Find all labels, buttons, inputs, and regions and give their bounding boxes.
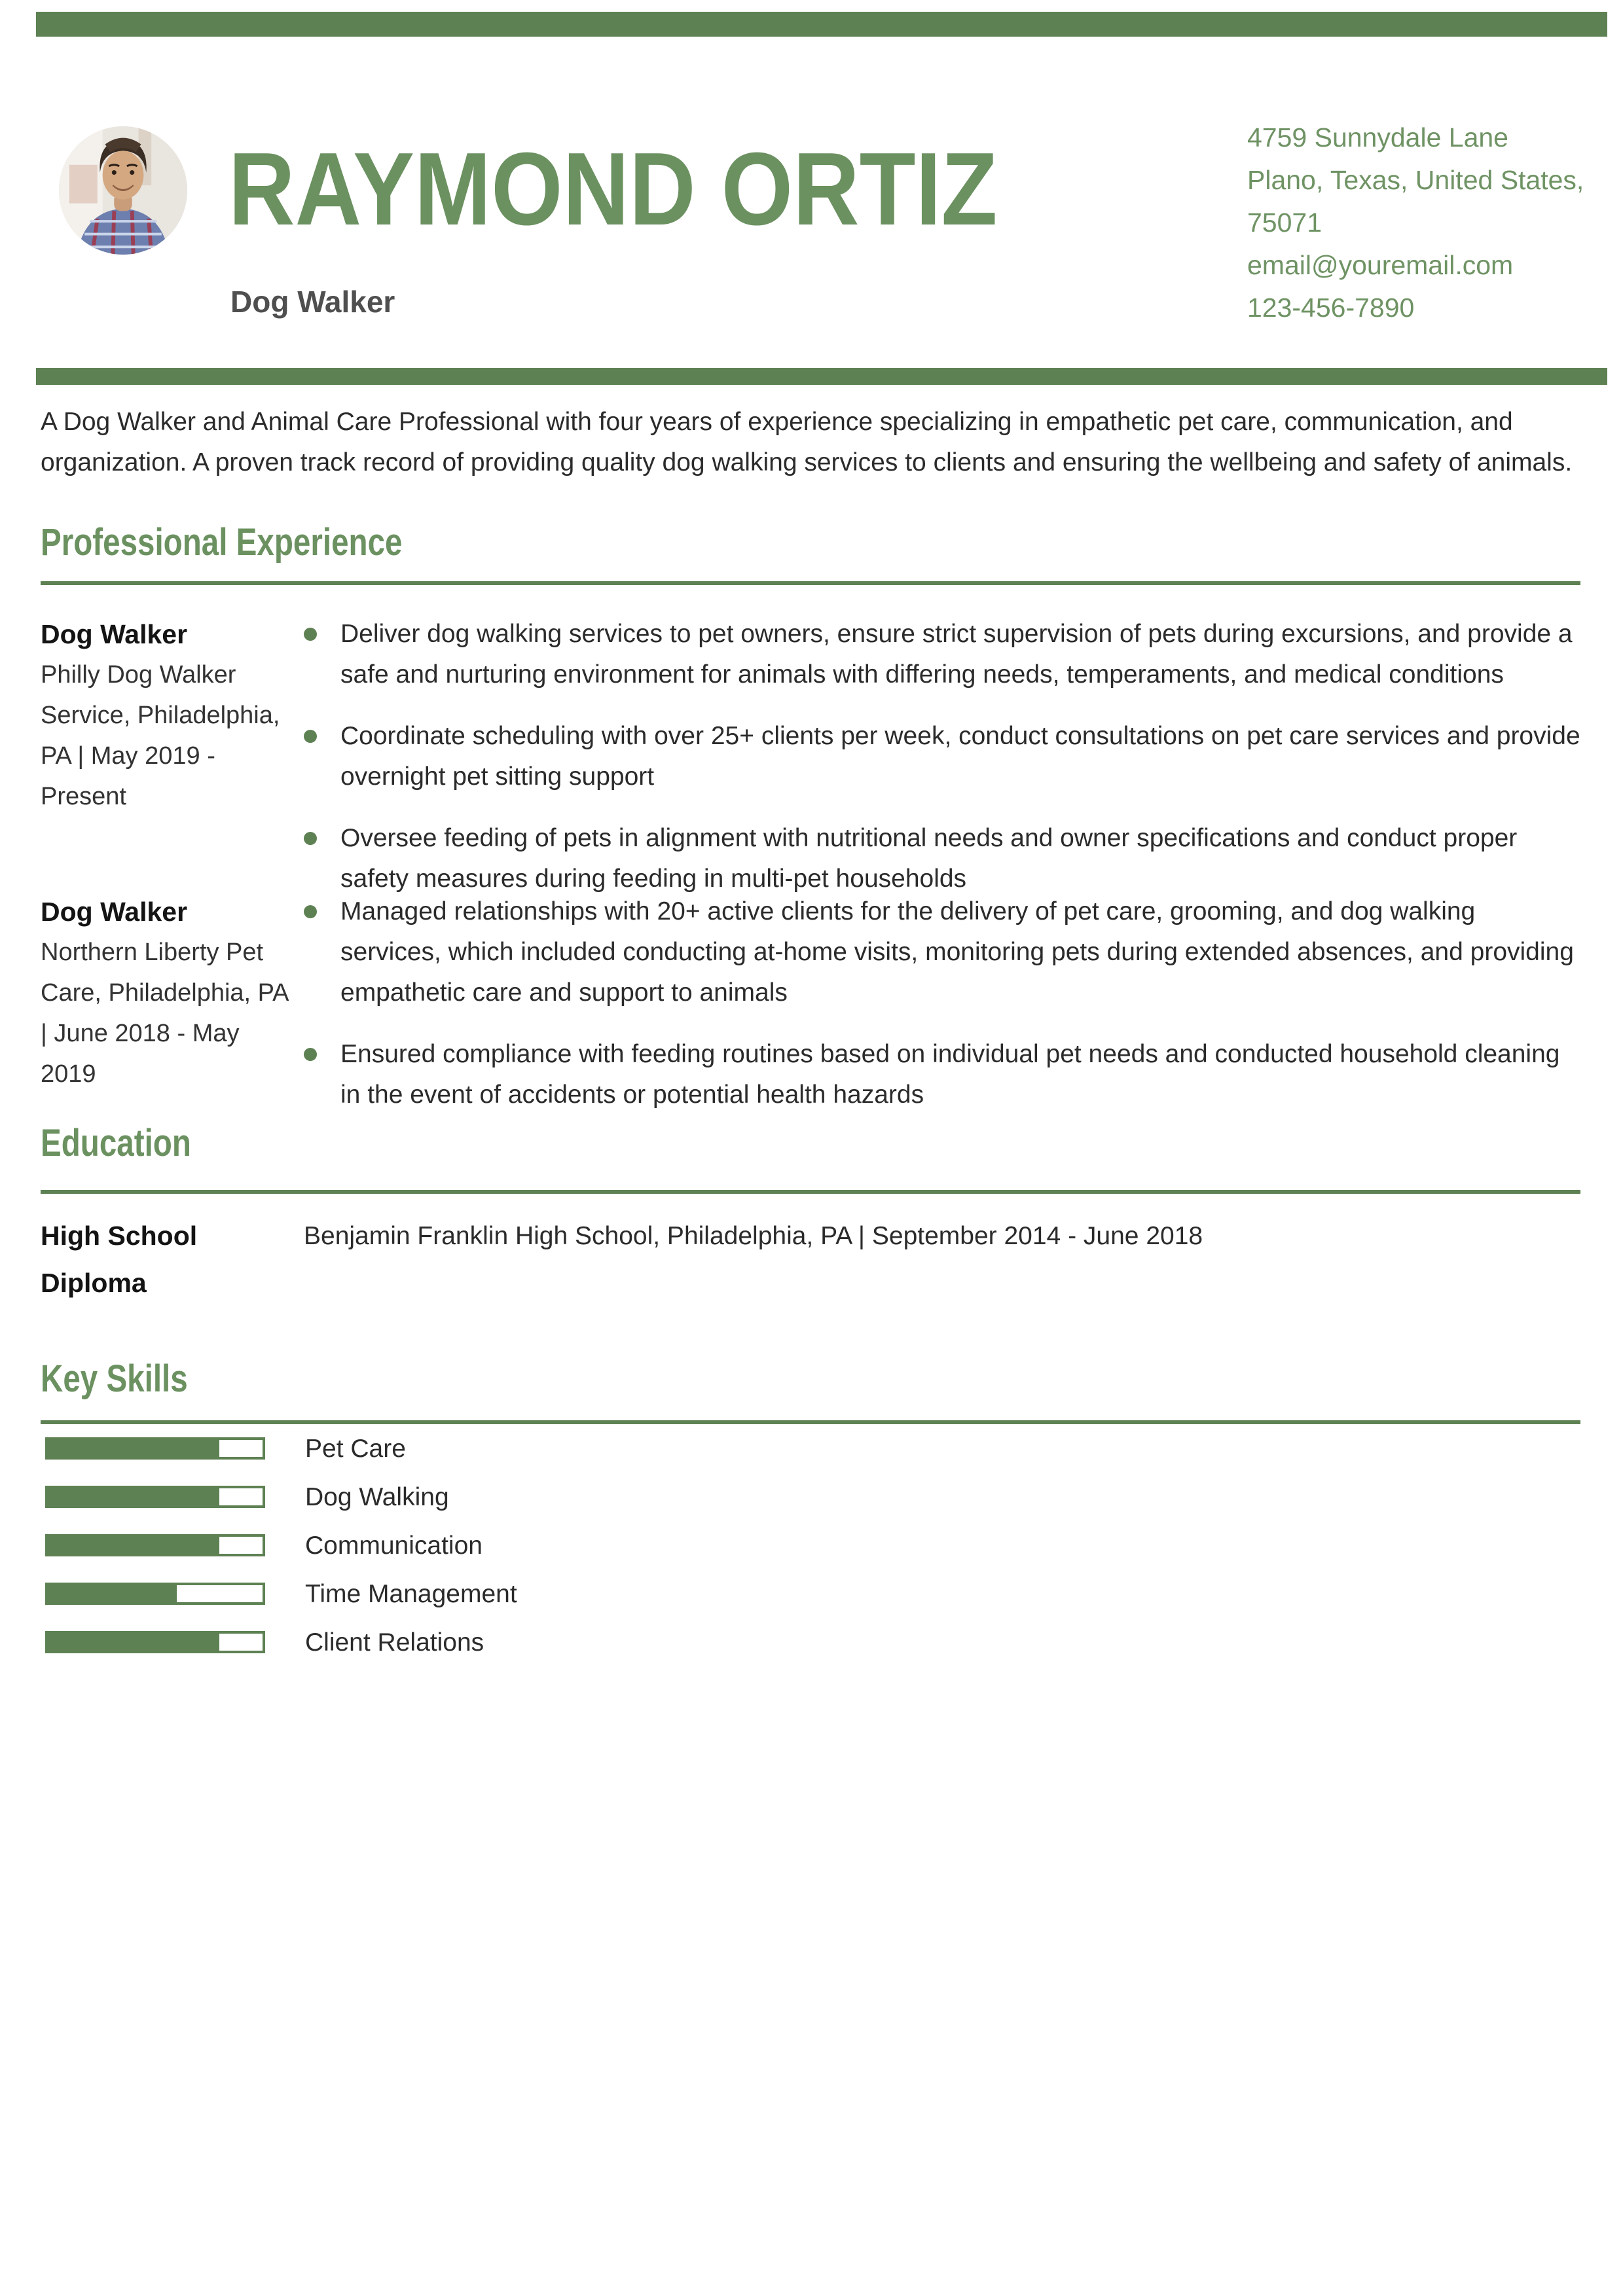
- job1-bullet-3-text: Oversee feeding of pets in alignment wit…: [340, 824, 1518, 893]
- skills-list: Pet Care Dog Walking Communication Time …: [45, 1434, 1355, 1679]
- skill-bar: [45, 1486, 265, 1508]
- skill-row-client-relations: Client Relations: [45, 1628, 1355, 1657]
- profile-photo: [59, 126, 187, 255]
- education-detail: Benjamin Franklin High School, Philadelp…: [304, 1222, 1203, 1250]
- person-name: RAYMOND ORTIZ: [228, 132, 998, 247]
- job1-title: Dog Walker: [41, 619, 188, 649]
- section-underline-experience: [41, 581, 1580, 585]
- contact-info: 4759 Sunnydale Lane Plano, Texas, United…: [1247, 117, 1588, 329]
- job2-bullet-2: Ensured compliance with feeding routines…: [304, 1034, 1580, 1115]
- job2-title: Dog Walker: [41, 897, 188, 927]
- bullet-icon: [304, 730, 317, 743]
- job2-left-column: Dog Walker Northern Liberty Pet Care, Ph…: [41, 891, 288, 1094]
- skill-row-dog-walking: Dog Walking: [45, 1482, 1355, 1511]
- summary-paragraph: A Dog Walker and Animal Care Professiona…: [41, 408, 1573, 476]
- skill-label: Communication: [305, 1531, 483, 1560]
- bullet-icon: [304, 1048, 317, 1061]
- skill-label: Dog Walking: [305, 1482, 449, 1511]
- skill-bar-fill: [48, 1537, 220, 1554]
- job1-bullet-3: Oversee feeding of pets in alignment wit…: [304, 818, 1580, 899]
- bullet-icon: [304, 832, 317, 845]
- contact-address-line2: Plano, Texas, United States,: [1247, 165, 1584, 195]
- top-accent-bar: [36, 12, 1607, 37]
- section-heading-experience: Professional Experience: [41, 521, 403, 564]
- contact-address-line1: 4759 Sunnydale Lane: [1247, 122, 1508, 152]
- section-heading-education: Education: [41, 1122, 191, 1164]
- skill-bar-fill: [48, 1634, 220, 1651]
- job1-bullet-2: Coordinate scheduling with over 25+ clie…: [304, 716, 1580, 797]
- skill-row-time-management: Time Management: [45, 1579, 1355, 1608]
- job1-bullet-2-text: Coordinate scheduling with over 25+ clie…: [340, 722, 1580, 791]
- contact-email: email@youremail.com: [1247, 250, 1514, 280]
- section-underline-skills: [41, 1420, 1580, 1424]
- skill-bar: [45, 1437, 265, 1460]
- job1-bullet-1-text: Deliver dog walking services to pet owne…: [340, 620, 1573, 689]
- job2-org-dates: Northern Liberty Pet Care, Philadelphia,…: [41, 939, 288, 1088]
- contact-zip: 75071: [1247, 207, 1322, 238]
- skill-label: Pet Care: [305, 1434, 406, 1463]
- job1-bullets: Deliver dog walking services to pet owne…: [304, 614, 1580, 920]
- skill-bar: [45, 1534, 265, 1556]
- job1-org-dates: Philly Dog Walker Service, Philadelphia,…: [41, 661, 280, 810]
- skill-row-pet-care: Pet Care: [45, 1434, 1355, 1463]
- job2-bullet-2-text: Ensured compliance with feeding routines…: [340, 1040, 1560, 1109]
- profile-photo-image: [59, 126, 187, 255]
- person-job-title: Dog Walker: [230, 285, 395, 319]
- bullet-icon: [304, 628, 317, 641]
- job1-left-column: Dog Walker Philly Dog Walker Service, Ph…: [41, 614, 288, 817]
- job2-bullet-1: Managed relationships with 20+ active cl…: [304, 891, 1580, 1013]
- job1-bullet-1: Deliver dog walking services to pet owne…: [304, 614, 1580, 695]
- contact-phone: 123-456-7890: [1247, 293, 1415, 323]
- bullet-icon: [304, 905, 317, 918]
- skill-label: Time Management: [305, 1579, 517, 1608]
- skill-bar-fill: [48, 1440, 220, 1457]
- job2-bullet-1-text: Managed relationships with 20+ active cl…: [340, 897, 1574, 1007]
- section-heading-skills: Key Skills: [41, 1357, 188, 1400]
- skill-row-communication: Communication: [45, 1531, 1355, 1560]
- skill-bar: [45, 1583, 265, 1605]
- job2-bullets: Managed relationships with 20+ active cl…: [304, 891, 1580, 1136]
- skill-bar-fill: [48, 1488, 220, 1505]
- section-underline-education: [41, 1190, 1580, 1194]
- education-degree: High School Diploma: [41, 1221, 198, 1298]
- skill-bar: [45, 1631, 265, 1653]
- skill-label: Client Relations: [305, 1628, 484, 1657]
- skill-bar-fill: [48, 1585, 177, 1602]
- header-divider-bar: [36, 368, 1607, 385]
